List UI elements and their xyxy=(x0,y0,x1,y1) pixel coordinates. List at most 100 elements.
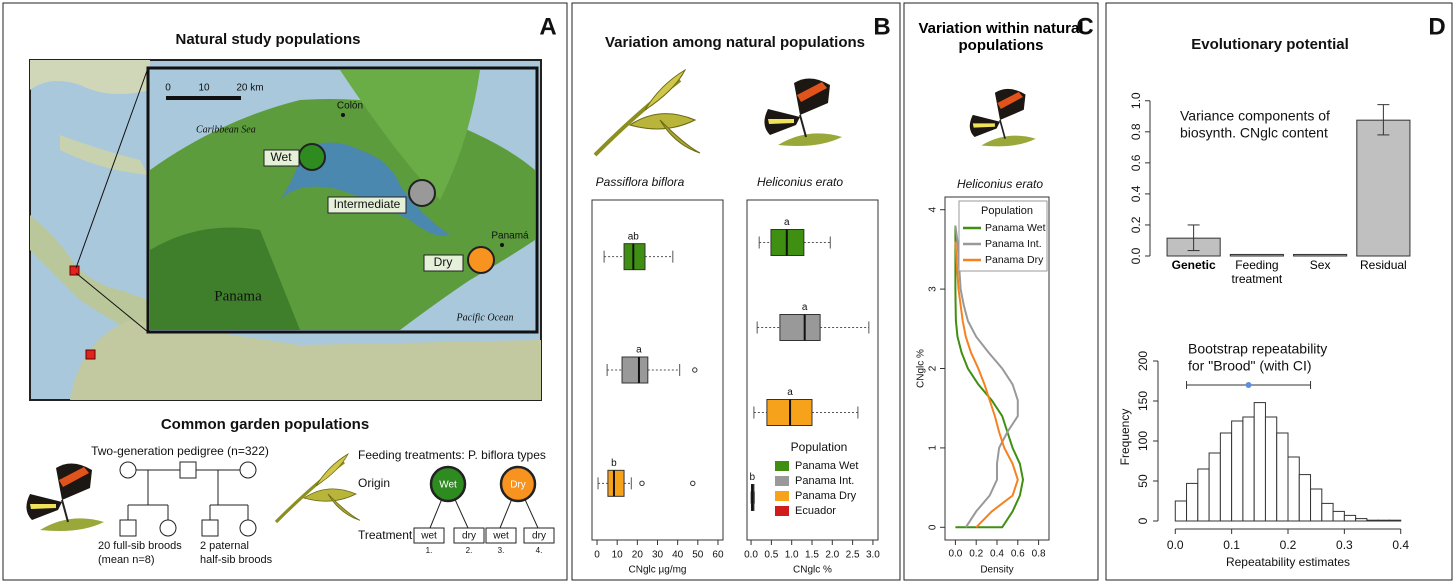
histogram-bar xyxy=(1175,501,1186,521)
treatment-label: Treatment xyxy=(358,528,413,542)
y-tick-label: 0 xyxy=(928,524,939,530)
x-tick-label: 0.4 xyxy=(990,549,1004,560)
x-tick-label: 0.0 xyxy=(744,550,758,561)
x-tick-label: 2.5 xyxy=(846,550,860,561)
legend-swatch xyxy=(775,491,789,501)
male xyxy=(180,462,196,478)
plant-image xyxy=(276,454,360,522)
y-axis-label: Frequency xyxy=(1118,409,1132,466)
y-tick-label: 150 xyxy=(1136,391,1150,411)
y-tick-label: 100 xyxy=(1136,431,1150,451)
legend-title: Population xyxy=(791,440,848,454)
box xyxy=(624,244,645,270)
x-tick-label: 0.2 xyxy=(969,549,983,560)
legend-title: Population xyxy=(981,205,1033,217)
histogram-bar xyxy=(1322,503,1333,521)
histogram-bar xyxy=(1356,519,1367,521)
histogram-bar xyxy=(1344,515,1355,521)
x-tick-label: 50 xyxy=(692,550,704,561)
panel-title-box: Variation within natural populations xyxy=(915,20,1087,60)
site-marker xyxy=(70,266,79,275)
male xyxy=(202,520,218,536)
butterfly-image xyxy=(764,78,842,146)
site-marker xyxy=(86,350,95,359)
y-tick-label: 3 xyxy=(928,286,939,292)
male xyxy=(120,520,136,536)
treatment-text: wet xyxy=(420,531,437,542)
box xyxy=(622,357,648,383)
y-tick-label: 0.2 xyxy=(1129,216,1143,233)
histogram-bar xyxy=(1299,475,1310,521)
origin-text: Dry xyxy=(510,480,526,491)
treatment-number: 1. xyxy=(426,546,433,555)
x-tick-label: 0.1 xyxy=(1223,538,1240,552)
x-tick-label: Genetic xyxy=(1158,258,1229,272)
place-label: Panama xyxy=(214,288,262,304)
site-circle xyxy=(468,247,494,273)
treatment-number: 4. xyxy=(536,546,543,555)
x-tick-label: 0.3 xyxy=(1336,538,1353,552)
group-letter: a xyxy=(636,345,642,356)
y-tick-label: 200 xyxy=(1136,351,1150,371)
feeding-label: Feeding treatments: P. biflora types xyxy=(358,448,546,462)
panel-letter: D xyxy=(1428,13,1445,40)
annotation: biosynth. CNglc content xyxy=(1180,125,1328,141)
female xyxy=(120,462,136,478)
scale-label: 0 xyxy=(165,83,171,94)
bar xyxy=(1230,254,1283,256)
x-tick-label: 0 xyxy=(594,550,600,561)
histogram-bar xyxy=(1367,520,1378,521)
scale-label: 10 xyxy=(198,83,210,94)
treatment-text: dry xyxy=(462,531,476,542)
plant-image xyxy=(595,70,700,155)
annotation: for "Brood" (with CI) xyxy=(1188,358,1312,374)
x-axis-label: CNglc µg/mg xyxy=(629,565,687,576)
outlier xyxy=(640,481,644,485)
density-curve xyxy=(955,242,1017,528)
panel-letter: A xyxy=(539,13,556,40)
histogram-bar xyxy=(1333,511,1344,521)
histogram-bar xyxy=(1378,520,1389,521)
x-tick-label: 20 xyxy=(632,550,644,561)
x-tick-label: 0.6 xyxy=(1011,549,1025,560)
y-tick-label: 4 xyxy=(928,206,939,212)
butterfly-image xyxy=(970,89,1036,146)
legend-swatch xyxy=(775,476,789,486)
species-label: Heliconius erato xyxy=(957,177,1043,191)
panel-title: Variation within natural populations xyxy=(915,20,1087,54)
histogram-bar xyxy=(1220,433,1231,521)
origin-label: Origin xyxy=(358,476,390,490)
x-tick-label: 60 xyxy=(712,550,724,561)
x-tick-label: 0.0 xyxy=(948,549,962,560)
histogram-bar xyxy=(1187,483,1198,521)
x-tick-label: 2.0 xyxy=(825,550,839,561)
pedigree-note: 2 paternal xyxy=(200,540,249,552)
x-tick-label: 30 xyxy=(652,550,664,561)
x-axis-label: Density xyxy=(980,565,1013,576)
box xyxy=(780,315,820,341)
x-tick-label-box: Genetic xyxy=(1158,258,1229,290)
histogram-bar xyxy=(1209,453,1220,521)
female xyxy=(160,520,176,536)
y-tick-label: 1.0 xyxy=(1129,92,1143,109)
bar xyxy=(1357,120,1410,256)
scale-label: 20 km xyxy=(236,83,263,94)
x-tick-label: 3.0 xyxy=(866,550,880,561)
histogram-bar xyxy=(1311,489,1322,521)
y-tick-label: 50 xyxy=(1136,474,1150,488)
place-label: Pacific Ocean xyxy=(456,312,514,323)
panel-title: Natural study populations xyxy=(175,31,360,48)
annotation: Bootstrap repeatability xyxy=(1188,341,1327,357)
x-axis-label: Repeatability estimates xyxy=(1226,555,1350,569)
female xyxy=(240,520,256,536)
pedigree xyxy=(120,462,256,536)
site-circle xyxy=(299,144,325,170)
page: A Natural study populations 0 10 20 km C… xyxy=(0,0,1455,582)
place-label: Colón xyxy=(337,101,363,112)
site-label: Dry xyxy=(434,255,453,269)
site-label: Wet xyxy=(270,150,292,164)
legend-label: Ecuador xyxy=(795,505,836,517)
treatment-number: 2. xyxy=(466,546,473,555)
group-letter: b xyxy=(749,472,755,483)
panel-title: Evolutionary potential xyxy=(1191,36,1349,53)
